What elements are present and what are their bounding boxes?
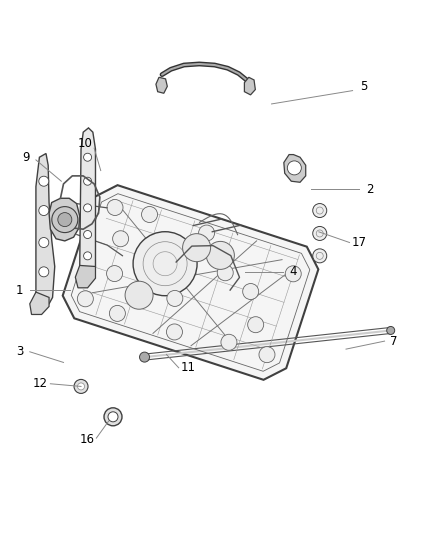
Circle shape bbox=[206, 241, 234, 269]
Circle shape bbox=[387, 326, 395, 335]
Text: 4: 4 bbox=[290, 265, 297, 278]
Circle shape bbox=[313, 227, 327, 240]
Polygon shape bbox=[75, 265, 95, 288]
Circle shape bbox=[247, 317, 264, 333]
Circle shape bbox=[39, 267, 49, 277]
Circle shape bbox=[39, 238, 49, 247]
Polygon shape bbox=[284, 155, 306, 182]
Text: 11: 11 bbox=[181, 361, 196, 374]
Text: 2: 2 bbox=[366, 183, 374, 196]
Circle shape bbox=[110, 305, 125, 321]
Text: 12: 12 bbox=[33, 377, 48, 390]
Circle shape bbox=[113, 231, 129, 247]
Circle shape bbox=[74, 379, 88, 393]
Circle shape bbox=[167, 290, 183, 306]
Circle shape bbox=[313, 204, 327, 217]
Circle shape bbox=[78, 383, 85, 390]
Circle shape bbox=[58, 213, 72, 227]
Circle shape bbox=[140, 352, 149, 362]
Polygon shape bbox=[49, 198, 80, 241]
Circle shape bbox=[52, 207, 78, 232]
Circle shape bbox=[125, 281, 153, 309]
Polygon shape bbox=[156, 77, 167, 93]
Circle shape bbox=[166, 324, 183, 340]
Circle shape bbox=[243, 284, 259, 300]
Polygon shape bbox=[244, 77, 255, 95]
Circle shape bbox=[259, 346, 275, 362]
Circle shape bbox=[84, 204, 92, 212]
Circle shape bbox=[107, 199, 123, 215]
Circle shape bbox=[217, 265, 233, 281]
Circle shape bbox=[39, 206, 49, 215]
Text: 1: 1 bbox=[16, 284, 24, 297]
Circle shape bbox=[198, 225, 215, 241]
Text: 5: 5 bbox=[360, 80, 367, 93]
Circle shape bbox=[106, 265, 123, 281]
Text: 17: 17 bbox=[352, 236, 367, 249]
Circle shape bbox=[183, 233, 211, 262]
Text: 9: 9 bbox=[22, 151, 30, 164]
Text: 10: 10 bbox=[78, 138, 93, 150]
Circle shape bbox=[78, 291, 93, 307]
Circle shape bbox=[108, 412, 118, 422]
Polygon shape bbox=[63, 185, 318, 380]
Circle shape bbox=[221, 334, 237, 350]
Polygon shape bbox=[80, 128, 95, 273]
Circle shape bbox=[133, 232, 197, 296]
Circle shape bbox=[39, 176, 49, 186]
Circle shape bbox=[141, 206, 158, 222]
Circle shape bbox=[285, 266, 301, 282]
Circle shape bbox=[104, 408, 122, 426]
Circle shape bbox=[313, 249, 327, 263]
Polygon shape bbox=[36, 154, 55, 305]
Text: 16: 16 bbox=[80, 433, 95, 446]
Circle shape bbox=[84, 153, 92, 161]
Polygon shape bbox=[30, 292, 49, 314]
Circle shape bbox=[84, 177, 92, 185]
Text: 7: 7 bbox=[390, 335, 398, 348]
Circle shape bbox=[287, 161, 301, 175]
Text: 3: 3 bbox=[16, 345, 23, 358]
Circle shape bbox=[84, 230, 92, 239]
Circle shape bbox=[84, 252, 92, 260]
